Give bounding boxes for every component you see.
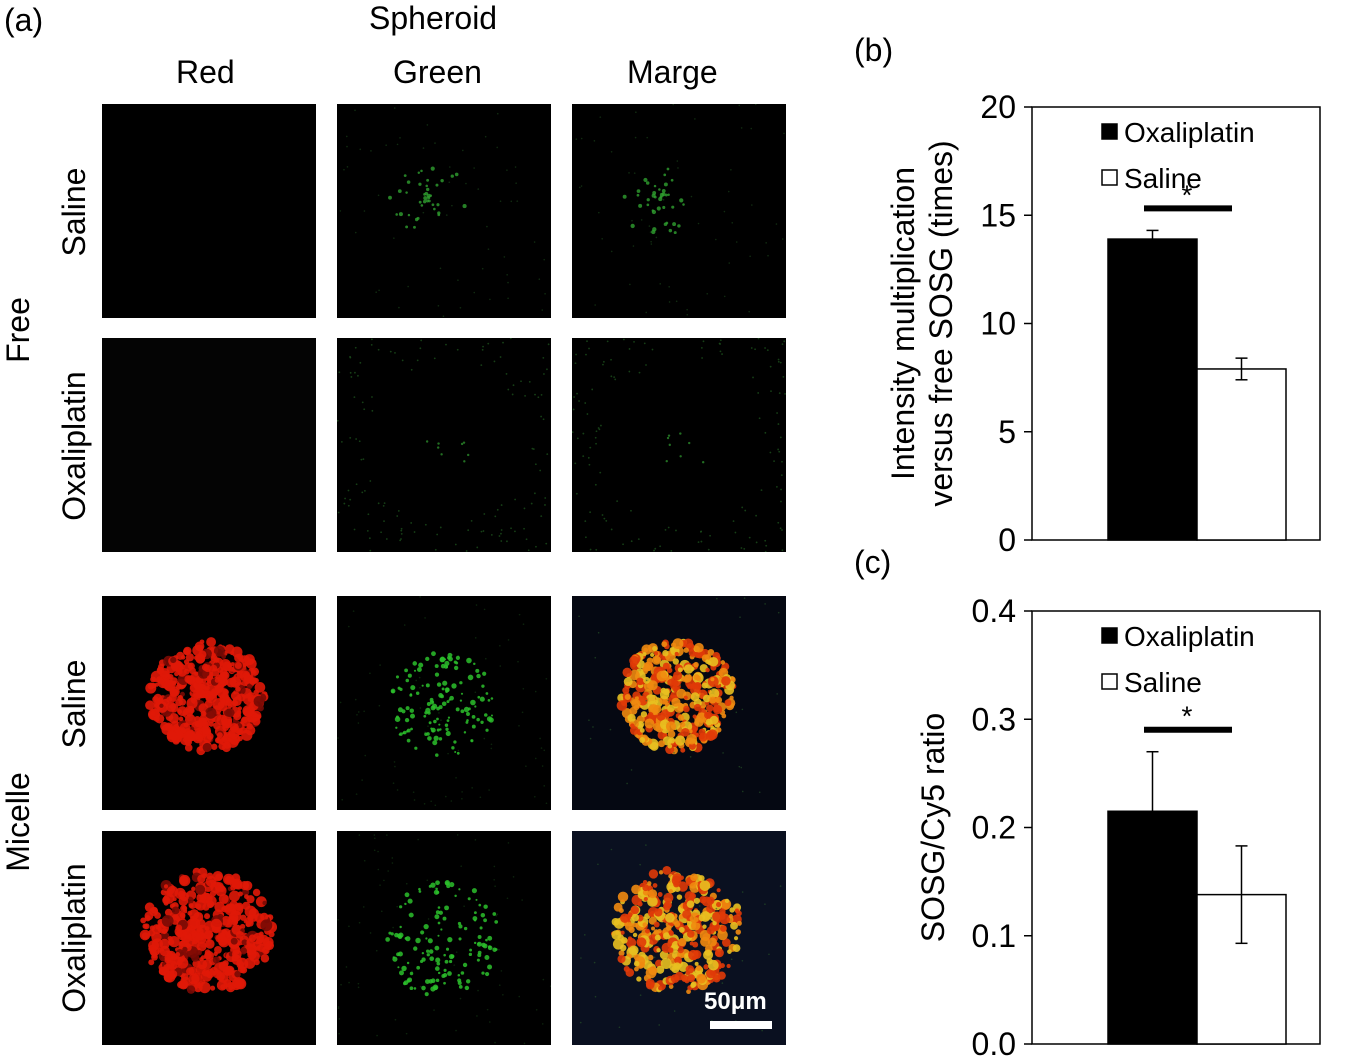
image-micelle-oxaliplatin-red — [102, 831, 316, 1045]
y-tick-label: 20 — [980, 89, 1016, 125]
y-axis-label-line1: Intensity multiplication — [885, 167, 921, 480]
image-free-saline-red — [102, 104, 316, 318]
legend-swatch-oxaliplatin — [1101, 627, 1118, 644]
bar-oxaliplatin — [1107, 238, 1198, 541]
y-tick-label: 0.0 — [972, 1026, 1016, 1061]
legend-label-saline: Saline — [1124, 667, 1202, 698]
column-header-merge: Marge — [627, 54, 718, 90]
legend-label-saline: Saline — [1124, 163, 1202, 194]
y-axis-label: SOSG/Cy5 ratio — [915, 713, 951, 942]
bar-saline — [1196, 368, 1287, 541]
legend-label-oxaliplatin: Oxaliplatin — [1124, 117, 1255, 148]
scale-bar-label: 50μm — [704, 988, 767, 1015]
legend-label-oxaliplatin: Oxaliplatin — [1124, 621, 1255, 652]
image-free-oxaliplatin-merge — [572, 338, 786, 552]
y-tick-label: 0 — [998, 522, 1016, 558]
image-micelle-oxaliplatin-merge — [572, 831, 786, 1045]
significance-marker: * — [1182, 701, 1193, 732]
chart-b: 0 5 10 15 20 (b) Intensity multiplication versu… — [854, 32, 1321, 558]
image-micelle-saline-red — [102, 596, 316, 810]
image-free-saline-merge — [572, 104, 786, 318]
image-free-saline-green — [337, 104, 551, 318]
panel-a-label: (a) — [4, 2, 44, 38]
y-tick-label: 0.3 — [972, 701, 1016, 737]
y-tick-label: 5 — [998, 414, 1016, 450]
legend-swatch-saline — [1101, 169, 1118, 186]
image-free-oxaliplatin-red — [102, 338, 316, 552]
column-header-red: Red — [176, 54, 235, 90]
panel-label: (b) — [854, 32, 893, 68]
image-micelle-saline-merge — [572, 596, 786, 810]
image-free-oxaliplatin-green — [337, 338, 551, 552]
y-tick-label: 15 — [980, 197, 1016, 233]
y-tick-label: 0.4 — [972, 593, 1016, 629]
panel-label: (c) — [854, 544, 891, 580]
image-micelle-saline-green — [337, 596, 551, 810]
legend-swatch-saline — [1101, 673, 1118, 690]
spheroid-header: Spheroid — [369, 0, 498, 36]
y-tick-label: 0.2 — [972, 810, 1016, 846]
scale-bar — [710, 1021, 772, 1029]
image-micelle-oxaliplatin-green — [337, 831, 551, 1045]
y-axis-label-line2: versus free SOSG (times) — [923, 140, 959, 506]
column-header-green: Green — [393, 54, 482, 90]
y-tick-label: 10 — [980, 306, 1016, 342]
chart-c: 0.0 0.1 0.2 0.3 0.4 (c) SOSG/Cy5 ratio * Oxalipl… — [854, 544, 1321, 1061]
significance-marker: * — [1182, 179, 1193, 210]
y-tick-label: 0.1 — [972, 918, 1016, 954]
legend-swatch-oxaliplatin — [1101, 123, 1118, 140]
